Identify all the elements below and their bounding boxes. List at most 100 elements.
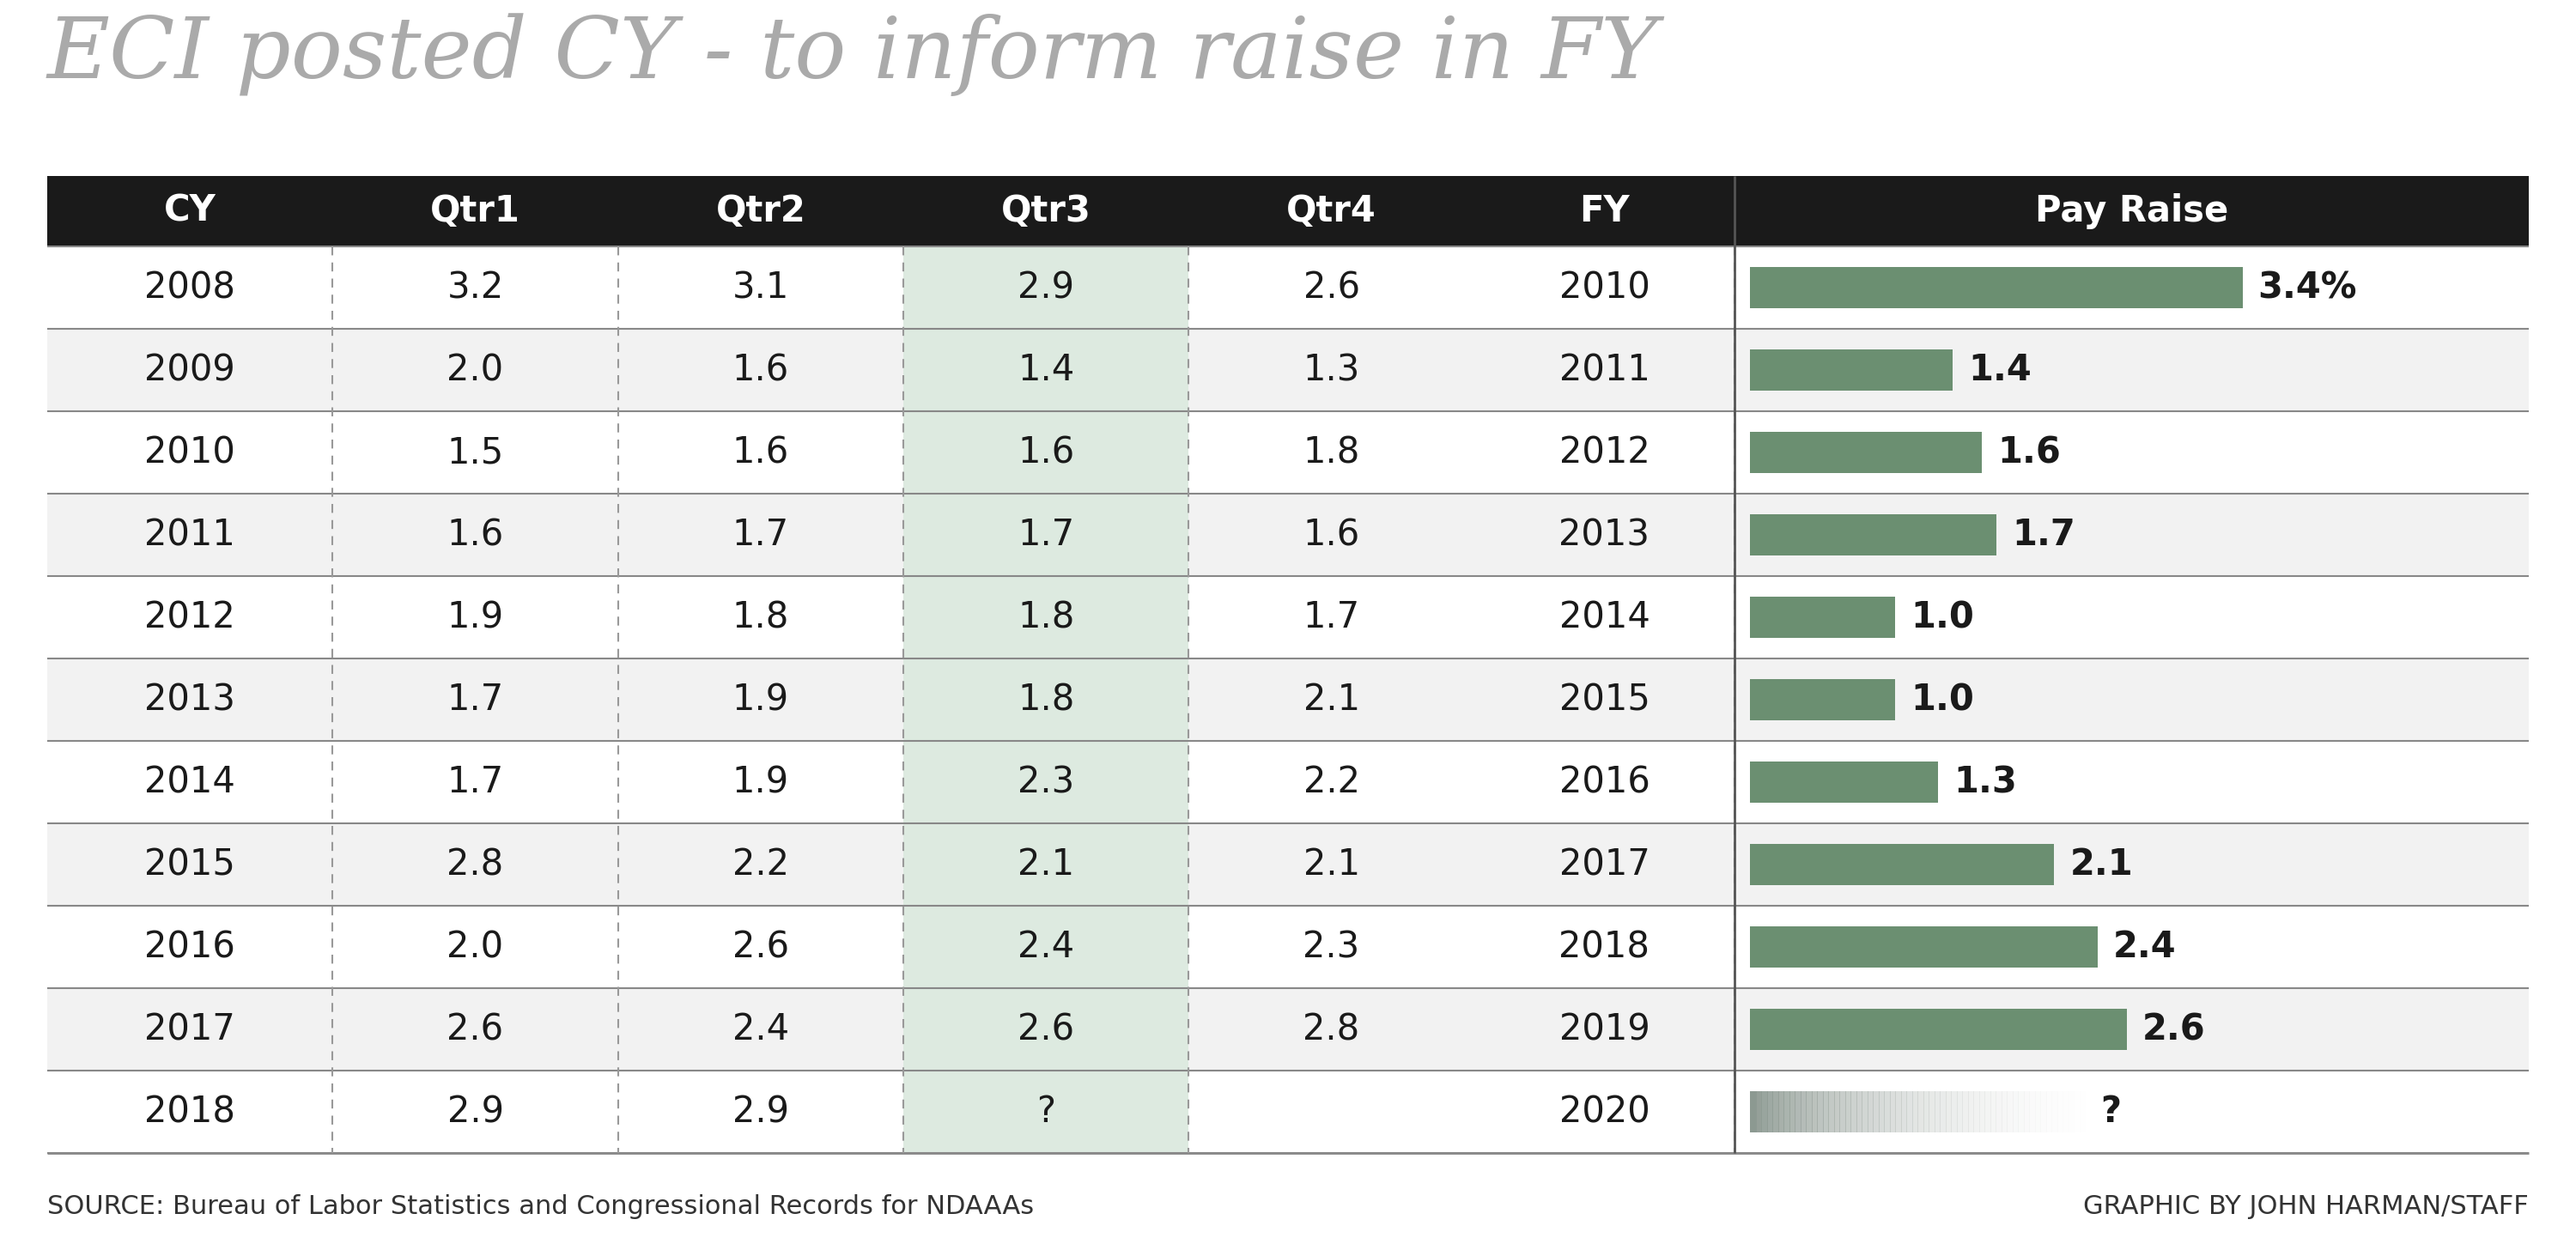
Text: 2.2: 2.2 (1303, 764, 1360, 800)
Bar (2074, 1091, 2081, 1132)
Text: 1.6: 1.6 (1996, 434, 2061, 470)
Bar (1790, 1091, 1795, 1132)
Text: 2.3: 2.3 (1018, 764, 1074, 800)
Bar (1868, 1091, 1873, 1132)
Bar (2079, 1091, 2087, 1132)
Text: 1.6: 1.6 (732, 434, 788, 470)
Text: 1.8: 1.8 (1303, 434, 1360, 470)
Bar (1749, 597, 1896, 638)
Bar (1749, 1009, 2128, 1050)
Bar (1940, 1091, 1947, 1132)
Bar (1857, 1091, 1862, 1132)
Bar (1984, 1091, 1991, 1132)
Text: 2.6: 2.6 (1303, 270, 1360, 306)
Bar (1772, 1091, 1780, 1132)
Bar (904, 576, 1188, 658)
Text: Qtr3: Qtr3 (1002, 193, 1092, 229)
Bar (904, 1071, 1188, 1153)
Bar (2025, 1091, 2030, 1132)
Text: 2011: 2011 (1558, 352, 1649, 388)
Text: 2.0: 2.0 (446, 352, 505, 388)
Text: 1.3: 1.3 (1303, 352, 1360, 388)
Bar (2058, 1091, 2063, 1132)
Bar (1978, 1091, 1986, 1132)
Bar (1968, 1091, 1973, 1132)
Bar (1749, 761, 1937, 802)
Bar (1929, 1091, 1935, 1132)
Bar (1834, 1091, 1839, 1132)
Bar (1873, 1091, 1880, 1132)
Text: 2.6: 2.6 (732, 929, 788, 965)
Bar (904, 906, 1188, 988)
Bar (904, 824, 1188, 906)
Text: Pay Raise: Pay Raise (2035, 193, 2228, 229)
Text: 1.4: 1.4 (1968, 352, 2032, 388)
Bar (1749, 679, 1896, 720)
Text: 2013: 2013 (144, 682, 234, 718)
Text: 1.3: 1.3 (1953, 764, 2017, 800)
Bar (46, 494, 2530, 576)
Text: 2.9: 2.9 (732, 1093, 788, 1130)
Text: 1.8: 1.8 (1018, 682, 1074, 718)
Bar (2012, 1091, 2020, 1132)
Text: 2012: 2012 (1558, 434, 1649, 470)
Text: SOURCE: Bureau of Labor Statistics and Congressional Records for NDAAAs: SOURCE: Bureau of Labor Statistics and C… (46, 1194, 1033, 1219)
Text: 1.0: 1.0 (1911, 600, 1973, 636)
Text: Qtr1: Qtr1 (430, 193, 520, 229)
Bar (46, 824, 2530, 906)
Bar (1795, 1091, 1801, 1132)
Bar (904, 741, 1188, 824)
Bar (1839, 1091, 1847, 1132)
Bar (1749, 514, 1996, 556)
Text: 2012: 2012 (144, 600, 234, 636)
Text: 1.8: 1.8 (1018, 600, 1074, 636)
Text: 2.1: 2.1 (1018, 846, 1074, 882)
Bar (2007, 1091, 2014, 1132)
Text: 2015: 2015 (1558, 682, 1649, 718)
Text: 1.7: 1.7 (446, 764, 505, 800)
Bar (904, 494, 1188, 576)
Bar (904, 988, 1188, 1071)
Text: 2.8: 2.8 (1303, 1011, 1360, 1047)
Bar (46, 658, 2530, 741)
Bar (1958, 1091, 1963, 1132)
Text: 2.0: 2.0 (446, 929, 505, 965)
Bar (1906, 1091, 1914, 1132)
Text: 2.8: 2.8 (446, 846, 505, 882)
Bar (1945, 1091, 1953, 1132)
Bar (2002, 1091, 2007, 1132)
Text: 1.0: 1.0 (1911, 682, 1973, 718)
Text: 2.4: 2.4 (2112, 929, 2177, 965)
Text: 2.6: 2.6 (1018, 1011, 1074, 1047)
Text: 2017: 2017 (144, 1011, 234, 1047)
Bar (1901, 1091, 1906, 1132)
Bar (46, 906, 2530, 988)
Text: 2.9: 2.9 (1018, 270, 1074, 306)
Text: 2018: 2018 (1558, 929, 1649, 965)
Text: 1.7: 1.7 (1303, 600, 1360, 636)
Text: 1.9: 1.9 (732, 682, 788, 718)
Text: 1.9: 1.9 (446, 600, 505, 636)
Bar (2050, 1091, 2058, 1132)
Bar (1749, 927, 2097, 968)
Bar (1749, 267, 2244, 309)
Bar (46, 328, 2530, 412)
Text: 3.4%: 3.4% (2259, 270, 2357, 306)
Text: 2010: 2010 (1558, 270, 1649, 306)
Bar (904, 412, 1188, 494)
Text: 2017: 2017 (1558, 846, 1649, 882)
Bar (1924, 1091, 1929, 1132)
Bar (1844, 1091, 1852, 1132)
Text: 1.6: 1.6 (446, 516, 505, 552)
Bar (1883, 1091, 1891, 1132)
Bar (46, 246, 2530, 328)
Text: 2011: 2011 (144, 516, 234, 552)
Bar (46, 1071, 2530, 1153)
Text: 2013: 2013 (1558, 516, 1649, 552)
Bar (1749, 843, 2053, 886)
Bar (1950, 1091, 1958, 1132)
Text: ECI posted CY - to inform raise in FY: ECI posted CY - to inform raise in FY (46, 12, 1659, 96)
Bar (904, 328, 1188, 412)
Bar (2030, 1091, 2035, 1132)
Text: 2.1: 2.1 (1303, 682, 1360, 718)
